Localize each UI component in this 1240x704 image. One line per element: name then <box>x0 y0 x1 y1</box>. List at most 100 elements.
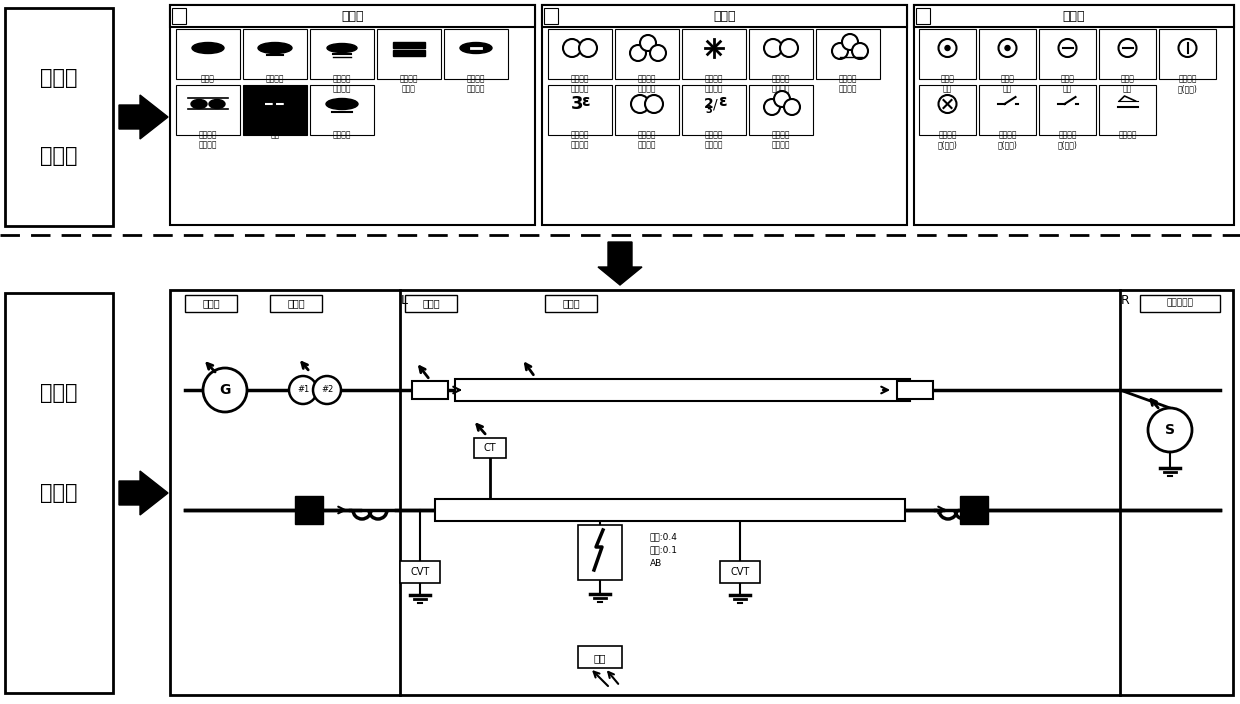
Circle shape <box>939 39 956 57</box>
Bar <box>377 29 441 79</box>
Text: 变压器: 变压器 <box>288 298 305 308</box>
Text: /: / <box>713 97 717 111</box>
Bar <box>176 29 241 79</box>
Circle shape <box>563 39 582 57</box>
Text: #1: #1 <box>296 386 309 394</box>
Text: 一次建: 一次建 <box>40 68 78 88</box>
Text: 三相刀闸: 三相刀闸 <box>1118 130 1137 139</box>
Bar <box>185 295 237 312</box>
Bar <box>542 5 906 225</box>
Text: 输电线: 输电线 <box>562 298 580 308</box>
Ellipse shape <box>191 99 207 108</box>
Bar <box>393 42 425 48</box>
Text: 输电线（
故障点）: 输电线（ 故障点） <box>332 74 351 94</box>
Ellipse shape <box>327 44 357 53</box>
Circle shape <box>203 368 247 412</box>
Bar <box>310 85 374 135</box>
Text: 起始:0.4: 起始:0.4 <box>650 532 678 541</box>
Text: 输电线: 输电线 <box>341 9 363 23</box>
Circle shape <box>1004 46 1011 51</box>
Text: 同杆并架
双回线: 同杆并架 双回线 <box>399 74 418 94</box>
Text: 无穷大系统: 无穷大系统 <box>1167 298 1193 308</box>
Text: CT: CT <box>484 443 496 453</box>
Ellipse shape <box>258 42 291 54</box>
Bar <box>980 85 1035 135</box>
Bar <box>816 29 880 79</box>
Circle shape <box>650 45 666 61</box>
Text: ε: ε <box>580 94 589 110</box>
Text: 一次拓: 一次拓 <box>40 383 78 403</box>
Bar <box>270 295 322 312</box>
Text: CVT: CVT <box>730 567 750 577</box>
Text: 2: 2 <box>704 97 714 111</box>
Bar <box>897 381 932 399</box>
Text: 持续:0.1: 持续:0.1 <box>650 546 678 555</box>
Bar <box>474 438 506 458</box>
Text: 单相双绕
组变压器: 单相双绕 组变压器 <box>570 130 589 149</box>
Text: 三相断路
器(辅位): 三相断路 器(辅位) <box>937 130 957 149</box>
Text: R: R <box>1121 294 1130 306</box>
Text: 单相断路
器(辅位): 单相断路 器(辅位) <box>997 130 1018 149</box>
Polygon shape <box>119 471 167 515</box>
Polygon shape <box>119 95 167 139</box>
Text: L: L <box>401 294 408 306</box>
Bar <box>170 5 534 27</box>
Text: 输电线: 输电线 <box>201 74 215 83</box>
Bar <box>919 29 976 79</box>
Text: 单相断
路器: 单相断 路器 <box>1060 74 1074 94</box>
Text: AB: AB <box>650 558 662 567</box>
Bar <box>393 50 425 56</box>
Bar <box>682 85 746 135</box>
Text: 三相三绕
组变压器: 三相三绕 组变压器 <box>637 74 656 94</box>
Text: 故障: 故障 <box>594 653 606 663</box>
Bar <box>405 295 458 312</box>
Bar <box>310 29 374 79</box>
Bar <box>1039 29 1096 79</box>
Text: 三相断
路器: 三相断 路器 <box>941 74 955 94</box>
Bar <box>260 95 289 113</box>
Text: G: G <box>219 383 231 397</box>
Text: 3: 3 <box>706 105 712 115</box>
Text: 双回路的
参数线路: 双回路的 参数线路 <box>198 130 217 149</box>
Circle shape <box>764 99 780 115</box>
Circle shape <box>945 46 950 51</box>
Text: 3: 3 <box>570 95 583 113</box>
Text: 互感线路: 互感线路 <box>332 130 351 139</box>
Circle shape <box>832 43 848 59</box>
Bar <box>548 29 613 79</box>
Text: 三相三绕
组变压器: 三相三绕 组变压器 <box>838 74 857 94</box>
Bar <box>170 290 1233 695</box>
Bar <box>749 29 813 79</box>
Circle shape <box>842 34 858 50</box>
Text: #2: #2 <box>321 386 334 394</box>
Ellipse shape <box>210 99 224 108</box>
Bar <box>919 85 976 135</box>
Text: 断路器: 断路器 <box>1063 9 1085 23</box>
Ellipse shape <box>326 99 358 110</box>
Bar <box>914 5 1234 225</box>
Bar <box>1159 29 1216 79</box>
Text: 电缆: 电缆 <box>270 130 280 139</box>
Circle shape <box>631 95 649 113</box>
Bar <box>1099 85 1156 135</box>
Circle shape <box>312 376 341 404</box>
Bar <box>914 5 1234 27</box>
Bar <box>916 8 930 24</box>
Circle shape <box>852 43 868 59</box>
Bar <box>960 496 988 524</box>
Bar <box>1039 85 1096 135</box>
Bar <box>548 85 613 135</box>
Text: 输电线（
故障点）: 输电线（ 故障点） <box>265 74 284 94</box>
Bar <box>1140 295 1220 312</box>
Bar <box>295 496 322 524</box>
Text: 发电机: 发电机 <box>202 298 219 308</box>
Circle shape <box>630 45 646 61</box>
Text: 扑关系: 扑关系 <box>40 483 78 503</box>
Text: CVT: CVT <box>410 567 429 577</box>
Bar <box>401 561 440 583</box>
Bar <box>615 29 680 79</box>
Bar <box>1099 29 1156 79</box>
Circle shape <box>774 91 790 107</box>
Circle shape <box>1118 39 1137 57</box>
Bar <box>546 295 596 312</box>
